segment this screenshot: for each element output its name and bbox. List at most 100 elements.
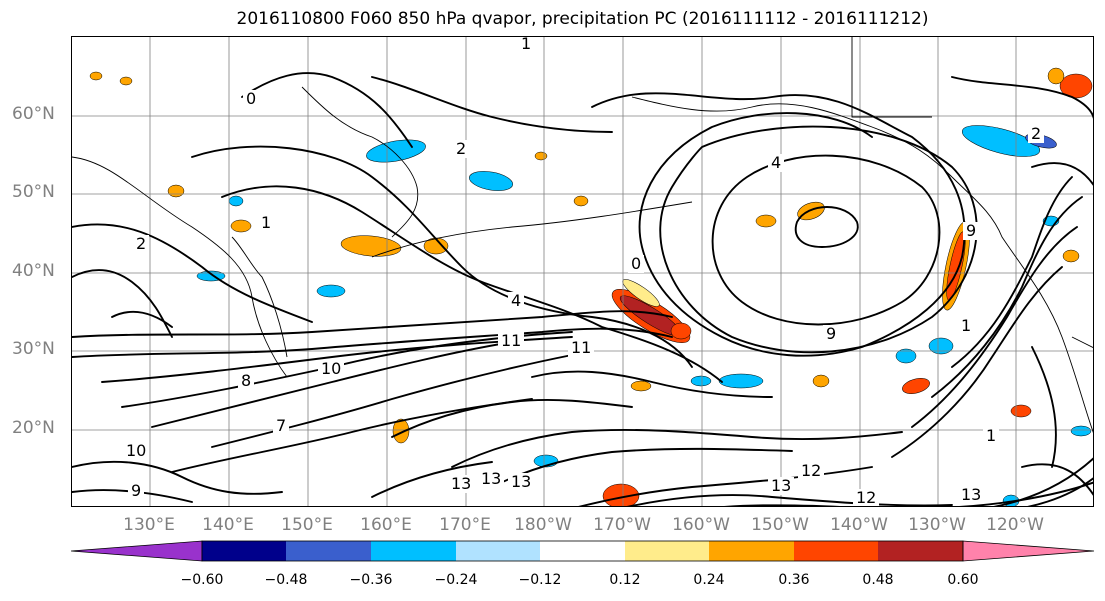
contour-label: 0 bbox=[246, 89, 256, 108]
colorbar-tick-label: −0.60 bbox=[180, 572, 224, 588]
contour-line bbox=[72, 310, 673, 338]
contour-label: 7 bbox=[276, 416, 286, 435]
contour-label-bg bbox=[453, 140, 469, 158]
lon-label-150e: 150°E bbox=[281, 515, 333, 535]
lat-label-50n: 50°N bbox=[12, 182, 55, 202]
contour-label: 2 bbox=[1031, 124, 1041, 143]
precip-shading bbox=[89, 67, 1093, 506]
precip-area bbox=[89, 71, 103, 81]
lon-label-170e: 170°E bbox=[439, 515, 491, 535]
colorbar-tick-label: −0.24 bbox=[434, 572, 478, 588]
contour-label: 12 bbox=[856, 488, 876, 507]
coastlines bbox=[72, 37, 1093, 433]
contour-label-bg bbox=[823, 325, 839, 343]
contour-label: 13 bbox=[481, 469, 501, 488]
contour-label: 1 bbox=[986, 426, 996, 445]
contour-line bbox=[794, 206, 859, 248]
colorbar-segment bbox=[202, 541, 286, 561]
precip-area bbox=[1059, 73, 1093, 99]
lon-label-140w: 140°W bbox=[830, 515, 888, 535]
contour-line bbox=[958, 481, 1093, 506]
contour-label: 11 bbox=[501, 331, 521, 350]
colorbar-tick-label: 0.12 bbox=[609, 572, 641, 588]
contour-label-bg bbox=[133, 235, 149, 253]
precip-area bbox=[534, 151, 548, 161]
contour-label-bg bbox=[963, 222, 979, 240]
contour-line bbox=[371, 461, 493, 498]
contour-line bbox=[72, 223, 313, 323]
precip-area bbox=[902, 378, 930, 394]
colorbar-segment bbox=[456, 541, 540, 561]
precip-area bbox=[797, 201, 825, 221]
colorbar-tick-label: −0.12 bbox=[518, 572, 562, 588]
precip-area bbox=[196, 270, 226, 282]
precip-area bbox=[755, 214, 777, 228]
lon-label-150w: 150°W bbox=[751, 515, 809, 535]
contour-line bbox=[241, 72, 413, 148]
contour-label-bg bbox=[1028, 125, 1044, 143]
lat-label-20n: 20°N bbox=[12, 418, 55, 438]
precip-area bbox=[718, 373, 764, 389]
coastline bbox=[631, 96, 953, 178]
precip-area bbox=[602, 483, 640, 506]
contour-label-bg bbox=[318, 360, 344, 378]
colorbar-segment bbox=[709, 541, 794, 561]
contour-line bbox=[211, 354, 573, 448]
precip-area bbox=[228, 195, 244, 207]
precip-area bbox=[1047, 67, 1065, 85]
contour-label: 10 bbox=[126, 441, 146, 460]
contour-label-bg bbox=[568, 339, 594, 357]
coastline bbox=[851, 37, 932, 118]
precip-area bbox=[928, 337, 954, 355]
precip-area bbox=[630, 380, 652, 392]
lon-label-170w: 170°W bbox=[593, 515, 651, 535]
colorbar-tick-label: 0.36 bbox=[778, 572, 810, 588]
contour-line bbox=[72, 460, 283, 495]
colorbar-segment bbox=[286, 541, 371, 561]
contour-label: 4 bbox=[771, 153, 781, 172]
gridlines bbox=[72, 37, 1093, 506]
precip-area bbox=[340, 235, 402, 257]
contour-label: 13 bbox=[451, 474, 471, 493]
contour-line bbox=[911, 226, 1078, 428]
lat-label-60n: 60°N bbox=[12, 104, 55, 124]
contour-label: 9 bbox=[966, 221, 976, 240]
contour-line bbox=[191, 145, 693, 368]
contour-line bbox=[221, 185, 723, 383]
contour-label-bg bbox=[508, 292, 524, 310]
precip-area bbox=[392, 418, 410, 444]
precip-area bbox=[230, 219, 252, 233]
contour-label: 0 bbox=[631, 254, 641, 273]
colorbar-tick-label: 0.60 bbox=[947, 572, 979, 588]
contour-label-bg bbox=[508, 473, 534, 491]
coastline bbox=[231, 236, 288, 358]
precip-area bbox=[1062, 249, 1080, 263]
contour-label: 4 bbox=[511, 291, 521, 310]
lat-label-40n: 40°N bbox=[12, 261, 55, 281]
contour-label: 12 bbox=[801, 461, 821, 480]
contour-label-bg bbox=[238, 372, 254, 390]
colorbar-tick-label: 0.48 bbox=[862, 572, 894, 588]
contour-line bbox=[391, 398, 633, 438]
map-panel: 1 0 2 4 1 2 0 4 9 11 11 10 8 13 10 9 13 12 13 13 12 13 1 7 9 2 1 bbox=[71, 36, 1094, 507]
coastline bbox=[301, 86, 419, 238]
contour-label: 1 bbox=[261, 213, 271, 232]
contour-line bbox=[626, 494, 953, 506]
contour-line bbox=[111, 310, 173, 328]
contour-label-bg bbox=[798, 462, 824, 480]
contour-label-bg bbox=[628, 255, 644, 273]
contour-line bbox=[1027, 477, 1093, 506]
contour-line bbox=[931, 196, 1083, 398]
colorbar-segment bbox=[625, 541, 709, 561]
contour-line bbox=[659, 125, 978, 354]
contour-line bbox=[1031, 346, 1057, 468]
contour-label-bg bbox=[243, 90, 259, 108]
contour-line bbox=[72, 327, 673, 358]
colorbar-segment bbox=[962, 540, 1095, 562]
contour-label-bg bbox=[448, 475, 474, 493]
contour-label-bg bbox=[478, 470, 504, 488]
colorbar-segment bbox=[794, 541, 878, 561]
colorbar-tick-label: 0.24 bbox=[693, 572, 725, 588]
precip-area bbox=[961, 125, 1041, 157]
